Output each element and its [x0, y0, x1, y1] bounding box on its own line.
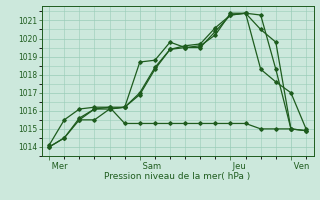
X-axis label: Pression niveau de la mer( hPa ): Pression niveau de la mer( hPa ) — [104, 172, 251, 181]
